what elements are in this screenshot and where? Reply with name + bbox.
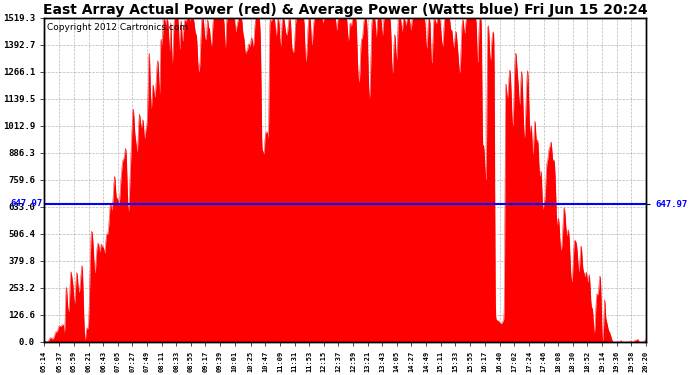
Title: East Array Actual Power (red) & Average Power (Watts blue) Fri Jun 15 20:24: East Array Actual Power (red) & Average … xyxy=(43,3,647,17)
Text: 647.97: 647.97 xyxy=(10,199,43,208)
Text: Copyright 2012 Cartronics.com: Copyright 2012 Cartronics.com xyxy=(47,23,188,32)
